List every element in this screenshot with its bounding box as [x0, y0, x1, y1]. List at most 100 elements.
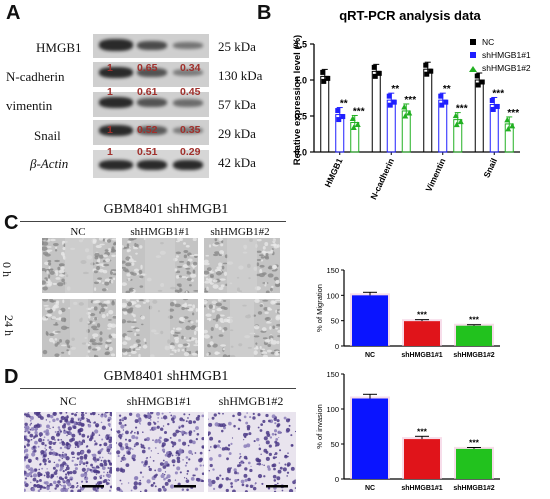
legend-label: shHMGB1#1 [482, 50, 531, 60]
significance-label: *** [469, 438, 480, 448]
invasion-bar-chart: 0 50 100 150 % of invasion NC *** shHMGB1#1 *** s… [315, 370, 500, 492]
significance-label: *** [353, 106, 365, 117]
data-point [457, 118, 464, 125]
y-tick-label: 1.0 [294, 76, 307, 86]
significance-label: *** [492, 88, 504, 99]
y-axis-label: % of invasion [315, 404, 324, 449]
column-label: NC [59, 394, 77, 408]
y-tick-label: 0.5 [294, 112, 307, 122]
x-tick-label: NC [365, 352, 375, 359]
wb-ratio: 0.29 [180, 146, 201, 158]
data-point [509, 122, 516, 129]
significance-label: ** [391, 84, 399, 95]
data-point [490, 106, 496, 112]
significance-label: ** [340, 99, 348, 110]
data-point [391, 99, 397, 105]
x-tick-label: HMGB1 [323, 156, 345, 188]
data-point [387, 102, 393, 108]
x-tick-label: NC [365, 485, 375, 492]
data-point [354, 121, 361, 127]
data-point [336, 117, 342, 123]
wb-ratio: 1 [107, 62, 113, 74]
significance-label: *** [456, 104, 468, 115]
divider [20, 388, 296, 389]
bar [352, 398, 388, 479]
bar [456, 325, 492, 346]
migration-image [122, 238, 198, 293]
y-axis-label: Relative expression level (%) [292, 35, 303, 165]
invasion-title: GBM8401 shHMGB1 [103, 369, 229, 384]
x-tick-label: N-cadherin [368, 157, 396, 200]
divider [20, 221, 286, 222]
blot-strip-ncadherin [93, 62, 209, 87]
significance-label: *** [507, 108, 519, 119]
data-point [505, 125, 512, 132]
wb-label-snail: Snail [34, 128, 61, 143]
data-point [350, 124, 357, 130]
data-point [371, 64, 377, 70]
migration-image [204, 299, 280, 357]
legend-marker [469, 66, 477, 72]
panel-letter-a: A [6, 2, 21, 24]
wb-ratio: 0.45 [180, 86, 201, 98]
data-point [504, 116, 511, 123]
data-point [438, 93, 444, 99]
panel-letter-c: C [4, 212, 19, 234]
wb-label-bactin: β-Actin [30, 156, 69, 171]
y-tick-label: 0 [335, 342, 339, 351]
data-point [402, 112, 409, 119]
data-point [424, 71, 430, 77]
migration-image [122, 299, 198, 357]
wb-ratio: 1 [107, 86, 113, 98]
wb-ratio: 1 [107, 146, 113, 158]
column-label: shHMGB1#1 [130, 226, 190, 238]
data-point [386, 93, 392, 99]
chart-title: qRT-PCR analysis data [339, 8, 481, 23]
data-point [494, 103, 500, 109]
data-point [443, 99, 449, 105]
wb-ratio: 0.51 [137, 146, 158, 158]
bar-outline [320, 75, 330, 153]
wb-label-hmgb1: HMGB1 [36, 40, 82, 55]
x-tick-label: Snail [481, 157, 499, 180]
x-tick-label: Vimentin [423, 157, 447, 194]
wb-kda-hmgb1: 25 kDa [218, 39, 256, 54]
bar [352, 295, 388, 346]
data-point [479, 79, 485, 85]
y-tick-label: 1.5 [294, 40, 307, 50]
wb-ratio: 0.34 [180, 62, 201, 74]
wb-ratio: 1 [107, 124, 113, 136]
bar-outline [474, 79, 484, 153]
blot-strip-hmgb1 [93, 34, 209, 58]
legend-marker [470, 39, 476, 45]
x-tick-label: shHMGB1#1 [401, 485, 442, 492]
data-point [428, 68, 434, 74]
data-point [372, 73, 378, 79]
legend-label: shHMGB1#2 [482, 63, 531, 73]
y-tick-label: 0.0 [294, 148, 307, 158]
data-marks: ********************* [320, 61, 519, 153]
bar-outline [438, 99, 448, 153]
wb-label-ncadherin: N-cadherin [6, 69, 65, 84]
legend-label: NC [482, 37, 494, 47]
x-tick-label: shHMGB1#2 [453, 352, 494, 359]
wb-kda-vimentin: 57 kDa [218, 97, 256, 112]
data-point [474, 73, 480, 79]
wb-ratio: 0.65 [137, 62, 158, 74]
bar [456, 448, 492, 479]
data-point [321, 78, 327, 84]
y-tick-label: 50 [331, 440, 339, 449]
y-tick-label: 150 [326, 266, 339, 275]
significance-label: *** [417, 426, 428, 436]
migration-image [42, 238, 116, 293]
bar [404, 321, 440, 346]
migration-image [204, 238, 280, 293]
significance-label: *** [404, 95, 416, 106]
data-point [325, 75, 331, 81]
y-tick-label: 0 [335, 475, 339, 484]
wb-kda-snail: 29 kDa [218, 126, 256, 141]
significance-label: ** [443, 84, 451, 95]
data-point [401, 103, 408, 110]
legend-marker [470, 52, 476, 58]
wb-kda-bactin: 42 kDa [218, 155, 256, 170]
